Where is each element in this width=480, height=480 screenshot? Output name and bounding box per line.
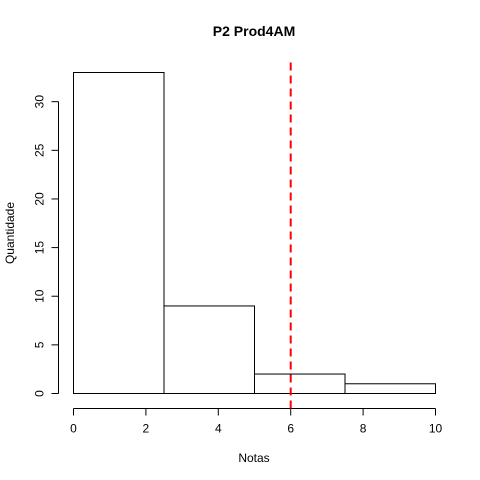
y-axis-label: Quantidade <box>3 202 17 264</box>
x-tick-label: 10 <box>429 422 443 436</box>
x-tick-label: 8 <box>360 422 367 436</box>
y-tick-label: 15 <box>33 241 47 255</box>
y-tick-label: 10 <box>33 289 47 303</box>
histogram-bar-2 <box>163 305 255 395</box>
y-tick-label: 20 <box>33 192 47 206</box>
y-axis: 0 5 10 15 20 25 30 <box>33 95 59 397</box>
x-axis-label: Notas <box>238 451 269 465</box>
x-tick-label: 4 <box>215 422 222 436</box>
histogram-bar-3 <box>254 373 346 394</box>
x-tick-label: 0 <box>70 422 77 436</box>
histogram-bar-1 <box>73 72 165 394</box>
histogram-bar-4 <box>344 383 436 395</box>
y-tick-label: 0 <box>33 390 47 397</box>
histogram-bars <box>73 72 436 395</box>
y-tick-label: 30 <box>33 95 47 109</box>
x-tick-label: 6 <box>287 422 294 436</box>
y-tick-label: 25 <box>33 143 47 157</box>
y-tick-label: 5 <box>33 341 47 348</box>
x-axis: 0 2 4 6 8 10 <box>70 408 443 436</box>
x-tick-label: 2 <box>143 422 150 436</box>
chart-title: P2 Prod4AM <box>213 23 295 39</box>
